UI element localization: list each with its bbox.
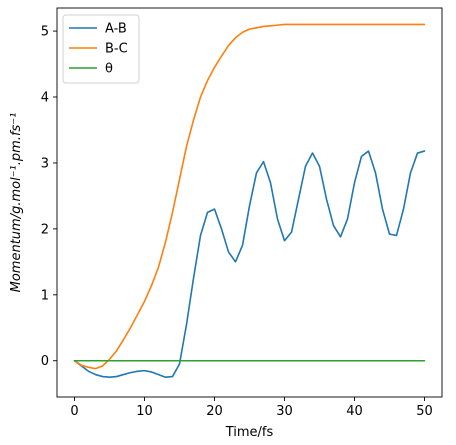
x-tick-label: 20 [206, 404, 223, 419]
legend-label: A-B [105, 22, 127, 37]
y-tick-label: 0 [41, 354, 49, 369]
y-tick-label: 2 [41, 222, 49, 237]
x-tick-label: 10 [136, 404, 153, 419]
axes-frame [56, 7, 443, 398]
y-tick-label: 4 [41, 91, 49, 106]
y-tick-label: 5 [41, 25, 49, 40]
series-layer [73, 23, 426, 379]
x-tick-label: 40 [346, 404, 363, 419]
axes-layer: 0 10 20 30 40 50 0 1 2 3 4 5 [41, 7, 443, 419]
legend-box [62, 14, 140, 84]
series-line-1 [73, 23, 426, 370]
y-tick-label: 1 [41, 288, 49, 303]
legend-label: B-C [105, 42, 128, 57]
legend: A-B B-C θ [62, 14, 140, 84]
x-tick-label: 0 [70, 404, 78, 419]
x-axis-label: Time/fs [225, 425, 274, 440]
series-line-0 [73, 150, 426, 379]
y-axis-label: Momentum/g.mol⁻¹.pm.fs⁻¹ [9, 113, 24, 293]
x-tick-label: 50 [416, 404, 433, 419]
x-tick-label: 30 [276, 404, 293, 419]
y-tick-label: 3 [41, 156, 49, 171]
legend-label: θ [105, 62, 113, 77]
